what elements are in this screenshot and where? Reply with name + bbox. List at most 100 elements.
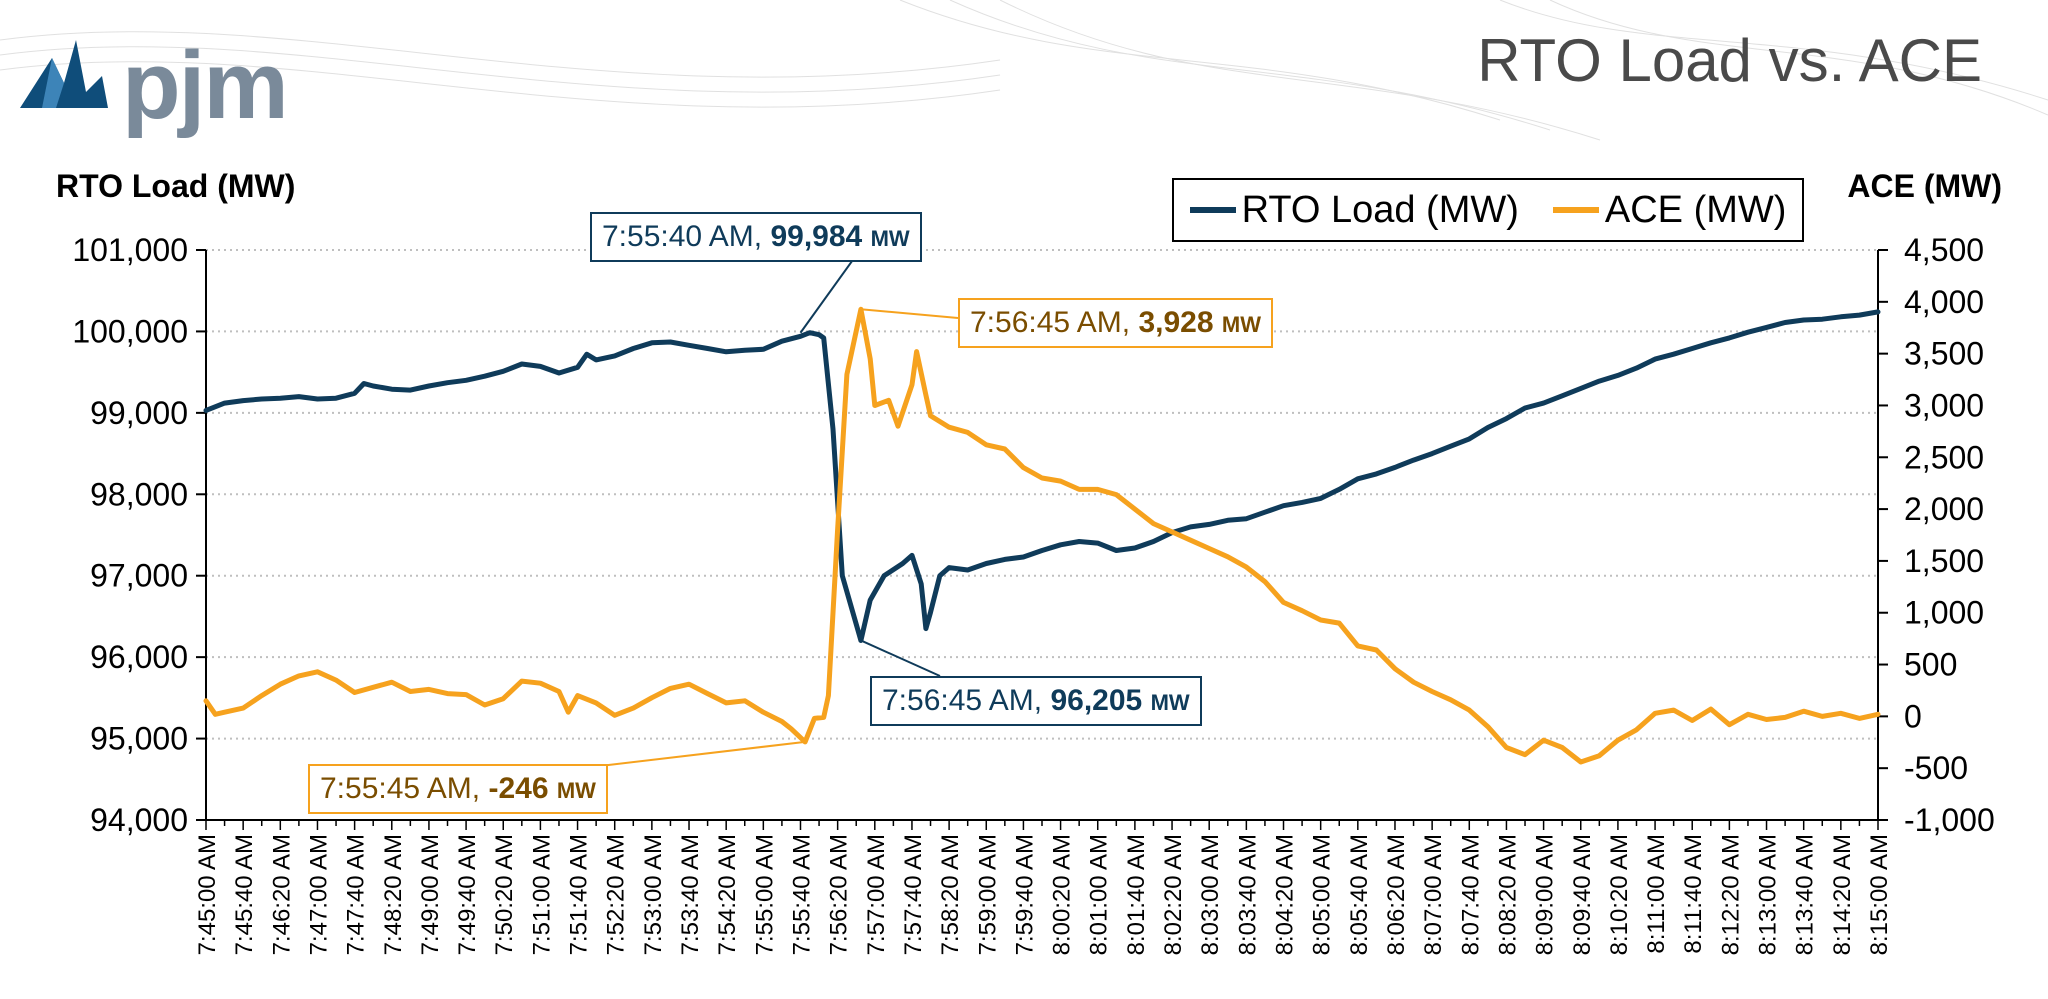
callout-value: -246 — [488, 772, 549, 805]
legend-swatch-ace — [1552, 207, 1599, 213]
x-tick-label: 8:15:00 AM — [1866, 834, 1893, 955]
y-right-tick-label: -1,000 — [1904, 802, 1995, 838]
y-left-tick-label: 98,000 — [90, 476, 188, 512]
x-tick-label: 7:56:20 AM — [826, 834, 853, 955]
legend-label-ace: ACE (MW) — [1604, 188, 1787, 231]
x-tick-label: 8:01:40 AM — [1123, 834, 1150, 955]
x-tick-label: 7:57:00 AM — [863, 834, 890, 955]
y-left-tick-label: 97,000 — [90, 558, 188, 594]
x-tick-label: 7:48:20 AM — [380, 834, 407, 955]
callout-value: 96,205 — [1050, 684, 1143, 717]
legend-label-load: RTO Load (MW) — [1241, 188, 1519, 231]
callout-time: 7:55:45 AM, — [320, 772, 489, 805]
page-title: RTO Load vs. ACE — [1477, 27, 1982, 94]
y-right-tick-label: 3,500 — [1904, 336, 1984, 372]
x-tick-label: 8:01:00 AM — [1086, 834, 1113, 955]
y-left-tick-label: 95,000 — [90, 721, 188, 757]
x-tick-label: 8:07:40 AM — [1457, 834, 1484, 955]
x-tick-label: 8:05:00 AM — [1309, 834, 1336, 955]
callout-leader-line — [599, 740, 806, 767]
x-tick-label: 8:14:20 AM — [1829, 834, 1856, 955]
callout-load-min: 7:56:45 AM, 96,205 MW — [870, 676, 1202, 726]
callout-value: 3,928 — [1138, 306, 1214, 339]
logo-text: pjm — [122, 32, 289, 139]
series-line-ace — [203, 306, 1881, 765]
x-tick-label: 7:52:20 AM — [603, 834, 630, 955]
y-right-tick-label: 500 — [1904, 647, 1957, 683]
callout-value: 99,984 — [770, 220, 863, 253]
y-right-tick-label: 1,000 — [1904, 595, 1984, 631]
x-tick-label: 7:59:40 AM — [1011, 834, 1038, 955]
callout-leader-line — [799, 249, 861, 334]
y-right-tick-label: 4,500 — [1904, 232, 1984, 268]
y-right-tick-label: 1,500 — [1904, 543, 1984, 579]
y-right-tick-label: -500 — [1904, 750, 1968, 786]
x-tick-label: 8:12:20 AM — [1717, 834, 1744, 955]
callout-unit: MW — [870, 226, 910, 251]
x-tick-label: 8:04:20 AM — [1272, 834, 1299, 955]
x-tick-label: 8:07:00 AM — [1420, 834, 1447, 955]
pjm-logo-mark-icon — [20, 40, 108, 108]
x-tick-label: 7:58:20 AM — [937, 834, 964, 955]
x-tick-label: 8:09:40 AM — [1569, 834, 1596, 955]
y-left-tick-label: 100,000 — [72, 313, 188, 349]
callout-time: 7:55:40 AM, — [602, 220, 771, 253]
callout-load-max: 7:55:40 AM, 99,984 MW — [590, 212, 922, 262]
x-tick-label: 7:47:40 AM — [343, 834, 370, 955]
x-tick-label: 7:55:40 AM — [788, 834, 815, 955]
x-tick-label: 7:45:00 AM — [194, 834, 221, 955]
x-tick-label: 8:09:00 AM — [1532, 834, 1559, 955]
x-tick-label: 8:13:40 AM — [1792, 834, 1819, 955]
callout-ace-min: 7:55:45 AM, -246 MW — [308, 764, 608, 814]
x-tick-label: 8:02:20 AM — [1160, 834, 1187, 955]
y-left-tick-label: 96,000 — [90, 639, 188, 675]
callout-leader-line — [860, 639, 941, 677]
callout-leader-line — [860, 308, 959, 319]
x-tick-label: 7:45:40 AM — [231, 834, 258, 955]
right-axis-title: ACE (MW) — [1847, 168, 2002, 204]
x-tick-label: 8:03:00 AM — [1197, 834, 1224, 955]
y-right-tick-label: 3,000 — [1904, 387, 1984, 423]
x-tick-label: 8:11:00 AM — [1643, 834, 1670, 954]
x-tick-label: 7:51:00 AM — [528, 834, 555, 955]
legend-item-load: RTO Load (MW) — [1189, 188, 1519, 232]
x-tick-label: 7:49:00 AM — [417, 834, 444, 955]
x-tick-label: 8:06:20 AM — [1383, 834, 1410, 955]
legend-item-ace: ACE (MW) — [1552, 188, 1787, 232]
x-tick-label: 7:53:40 AM — [677, 834, 704, 955]
x-tick-label: 8:00:20 AM — [1049, 834, 1076, 955]
x-tick-label: 8:03:40 AM — [1234, 834, 1261, 955]
pjm-logo: pjm — [12, 28, 312, 138]
x-tick-label: 7:47:00 AM — [305, 834, 332, 955]
callout-ace-max: 7:56:45 AM, 3,928 MW — [958, 298, 1273, 348]
x-tick-label: 7:57:40 AM — [900, 834, 927, 955]
y-right-tick-label: 0 — [1904, 698, 1922, 734]
x-tick-label: 8:08:20 AM — [1494, 834, 1521, 955]
y-right-tick-label: 2,500 — [1904, 439, 1984, 475]
callout-unit: MW — [1221, 312, 1261, 337]
x-tick-label: 7:49:40 AM — [454, 834, 481, 955]
y-right-tick-label: 2,000 — [1904, 491, 1984, 527]
x-tick-label: 7:50:20 AM — [491, 834, 518, 955]
series-line-rto-load — [203, 309, 1881, 643]
legend: RTO Load (MW) ACE (MW) — [1172, 178, 1804, 242]
x-tick-label: 7:46:20 AM — [268, 834, 295, 955]
y-left-tick-label: 101,000 — [72, 232, 188, 268]
callout-time: 7:56:45 AM, — [970, 306, 1139, 339]
callout-unit: MW — [1150, 690, 1190, 715]
x-tick-label: 7:59:00 AM — [974, 834, 1001, 955]
callout-time: 7:56:45 AM, — [882, 684, 1051, 717]
y-right-tick-label: 4,000 — [1904, 284, 1984, 320]
x-tick-label: 8:11:40 AM — [1680, 834, 1707, 954]
y-left-tick-label: 99,000 — [90, 395, 188, 431]
x-tick-label: 7:54:20 AM — [714, 834, 741, 955]
legend-swatch-load — [1189, 207, 1236, 213]
x-tick-label: 8:05:40 AM — [1346, 834, 1373, 955]
y-left-tick-label: 94,000 — [90, 802, 188, 838]
x-tick-label: 7:51:40 AM — [566, 834, 593, 955]
left-axis-title: RTO Load (MW) — [56, 168, 296, 204]
callout-unit: MW — [556, 778, 596, 803]
x-tick-label: 8:10:20 AM — [1606, 834, 1633, 955]
